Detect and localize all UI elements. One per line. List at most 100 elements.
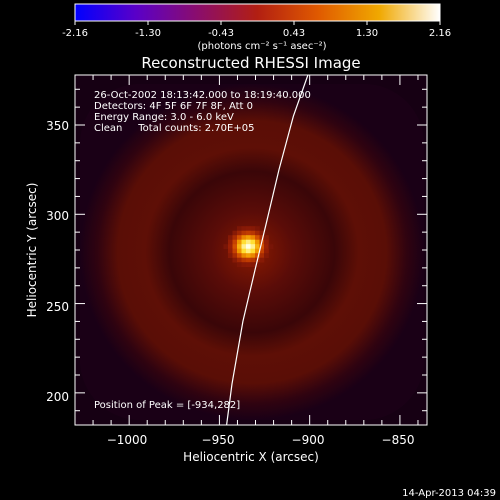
heatmap-pixel [237, 230, 242, 236]
heatmap-pixel [241, 253, 247, 258]
colorbar-units: (photons cm⁻² s⁻¹ asec⁻²) [197, 41, 326, 52]
heatmap-pixel [241, 257, 247, 263]
chart-title: Reconstructed RHESSI Image [141, 54, 360, 72]
heatmap-pixel [241, 248, 247, 254]
heatmap-pixel [255, 248, 260, 254]
heatmap-pixel [255, 230, 260, 236]
heatmap-pixel [237, 248, 242, 254]
heatmap-pixel [246, 248, 251, 254]
y-axis-label: Heliocentric Y (arcsec) [25, 183, 39, 318]
footer-timestamp: 14-Apr-2013 04:39 [402, 488, 496, 499]
heatmap-pixel [241, 235, 247, 240]
heatmap-pixel [250, 253, 256, 258]
heatmap-image [75, 75, 427, 425]
heatmap-pixel [232, 253, 238, 258]
colorbar-tick-label: 2.16 [429, 28, 451, 39]
heatmap-pixel [246, 226, 251, 231]
heatmap-pixel [264, 235, 269, 240]
colorbar-tick-label: 1.30 [356, 28, 378, 39]
colorbar [74, 3, 441, 22]
heatmap-pixel [259, 248, 265, 254]
annotation-line: Energy Range: 3.0 - 6.0 keV [94, 112, 234, 123]
annotation-line: Clean Total counts: 2.70E+05 [94, 123, 254, 134]
heatmap-pixel [264, 239, 269, 245]
heatmap-pixel [237, 226, 242, 231]
annotation-line: Detectors: 4F 5F 6F 7F 8F, Att 0 [94, 101, 253, 112]
heatmap-pixel [250, 239, 256, 245]
heatmap-pixel [259, 253, 265, 258]
heatmap-pixel [241, 262, 247, 267]
heatmap-pixel [246, 244, 251, 249]
heatmap-pixel [255, 226, 260, 231]
heatmap-pixel [255, 235, 260, 240]
heatmap-pixel [246, 230, 251, 236]
heatmap-pixel [264, 253, 269, 258]
heatmap-pixel [255, 253, 260, 258]
heatmap-pixel [264, 248, 269, 254]
colorbar-tick-label: -2.16 [62, 28, 88, 39]
heatmap-pixel [246, 262, 251, 267]
heatmap-pixel [237, 235, 242, 240]
colorbar-tick-label: 0.43 [283, 28, 305, 39]
y-tick-label: 200 [46, 390, 69, 404]
heatmap-pixel [268, 244, 274, 249]
heatmap-pixel [237, 253, 242, 258]
heatmap-pixel [250, 244, 256, 249]
heatmap-pixel [232, 239, 238, 245]
heatmap-pixel [232, 248, 238, 254]
annotation-line: 26-Oct-2002 18:13:42.000 to 18:19:40.000 [94, 90, 311, 101]
heatmap-pixel [246, 257, 251, 263]
heatmap-pixel [250, 257, 256, 263]
heatmap-pixel [259, 257, 265, 263]
x-tick-label: −950 [202, 433, 235, 447]
heatmap-pixel [241, 226, 247, 231]
heatmap-pixel [237, 262, 242, 267]
heatmap-pixel [223, 244, 229, 249]
heatmap-pixel [237, 244, 242, 249]
heatmap-pixel [228, 244, 233, 249]
y-tick-label: 300 [46, 209, 69, 223]
heatmap-pixel [259, 244, 265, 249]
heatmap-pixel [241, 239, 247, 245]
x-tick-label: −900 [292, 433, 325, 447]
heatmap-pixel [246, 235, 251, 240]
heatmap-pixel [259, 235, 265, 240]
peak-position-label: Position of Peak = [-934,282] [94, 400, 240, 411]
x-tick-label: −850 [382, 433, 415, 447]
heatmap-pixel [259, 230, 265, 236]
colorbar-ticks [74, 21, 441, 25]
heatmap-pixel [255, 262, 260, 267]
heatmap-pixel [250, 230, 256, 236]
y-tick-label: 250 [46, 300, 69, 314]
heatmap-pixel [228, 239, 233, 245]
heatmap-pixel [241, 244, 247, 249]
axis-ticks [75, 75, 427, 425]
heatmap-pixel [264, 244, 269, 249]
peak-source-pixels [223, 226, 274, 267]
heatmap-pixel [250, 248, 256, 254]
heatmap-pixel [228, 235, 233, 240]
heatmap-pixel [228, 253, 233, 258]
heatmap-pixel [246, 239, 251, 245]
solar-limb-curve [226, 75, 309, 425]
x-tick-label: −1000 [107, 433, 148, 447]
heatmap-pixel [237, 257, 242, 263]
heatmap-pixel [232, 230, 238, 236]
heatmap-pixel [255, 239, 260, 245]
heatmap-pixel [250, 235, 256, 240]
heatmap-pixel [250, 226, 256, 231]
x-axis-label: Heliocentric X (arcsec) [183, 450, 319, 464]
heatmap-pixel [232, 257, 238, 263]
y-tick-label: 350 [46, 119, 69, 133]
heatmap-pixel [241, 230, 247, 236]
heatmap-pixel [237, 239, 242, 245]
heatmap-pixel [232, 235, 238, 240]
heatmap-pixel [250, 262, 256, 267]
heatmap-pixel [246, 253, 251, 258]
heatmap-pixel [232, 244, 238, 249]
heatmap-pixel [228, 248, 233, 254]
colorbar-tick-label: -1.30 [135, 28, 161, 39]
heatmap-pixel [255, 244, 260, 249]
colorbar-tick-label: -0.43 [208, 28, 234, 39]
